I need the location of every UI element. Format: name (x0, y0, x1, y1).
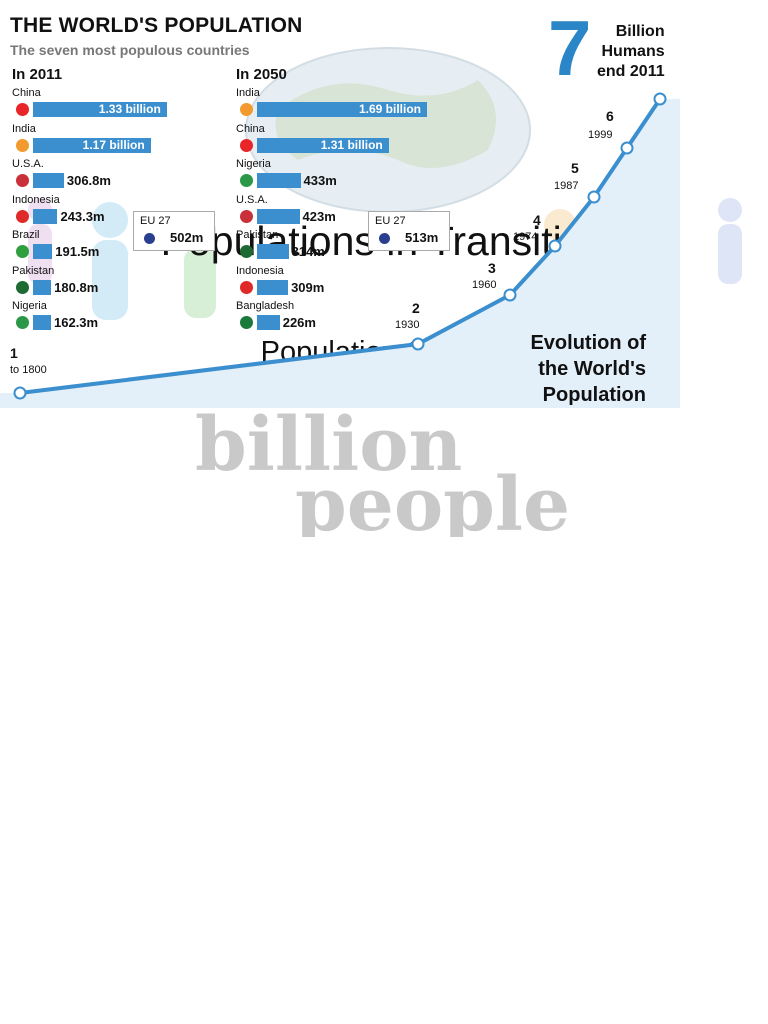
point-year-label: 1987 (554, 180, 579, 192)
billion-people-logo: billion people (195, 412, 570, 537)
line-point (653, 92, 667, 106)
flag-icon (16, 280, 29, 294)
country-name: Nigeria (236, 158, 271, 170)
bar (257, 102, 427, 117)
flag-icon (240, 209, 253, 223)
big-seven: 7 (548, 4, 592, 92)
bar-value-label: 162.3m (54, 315, 99, 330)
point-year-label: 1960 (472, 279, 497, 291)
country-name: Pakistan (12, 264, 55, 277)
bar (257, 279, 289, 295)
flag-icon (16, 316, 29, 329)
country-name: China (236, 122, 265, 135)
bar-value-label: 309m (291, 279, 325, 295)
bar-value-label: 1.17 billion (82, 137, 145, 152)
bar-value-label: 423m (302, 208, 336, 224)
point-billion-number: 1 (10, 345, 18, 361)
eu-flag-icon (144, 233, 155, 244)
point-billion-number: 4 (533, 212, 541, 228)
year-heading: In 2050 (236, 66, 287, 83)
flag-icon (240, 103, 253, 116)
svg-text:people: people (295, 462, 570, 537)
point-year-label: to 1800 (10, 364, 47, 376)
country-name: India (12, 122, 36, 135)
flag-icon (240, 138, 253, 152)
eu-box: EU 27 513m (368, 211, 450, 251)
eu-box: EU 27 502m (133, 211, 215, 251)
bar (33, 208, 58, 224)
point-year-label: 1999 (588, 129, 613, 141)
bar-value-label: 191.5m (55, 244, 100, 259)
bar (33, 315, 51, 330)
eu-value: 513m (405, 230, 439, 245)
seven-billion-note: Billion Humans end 2011 (597, 23, 665, 80)
point-billion-number: 3 (488, 260, 496, 276)
bar-value-label: 314m (291, 244, 325, 259)
flag-icon (16, 103, 29, 116)
flag-icon (16, 138, 29, 152)
country-name: India (236, 87, 260, 99)
bar (257, 315, 280, 330)
country-name: Indonesia (236, 264, 284, 277)
bar-value-label: 180.8m (54, 279, 99, 295)
evolution-caption: Evolution of the World's Population (530, 332, 646, 406)
country-name: Brazil (12, 229, 40, 241)
world-population-infographic: THE WORLD'S POPULATION The seven most po… (0, 0, 680, 408)
bar (33, 102, 167, 117)
bar (33, 137, 151, 153)
infographic-title: THE WORLD'S POPULATION (10, 14, 303, 37)
bar (257, 244, 289, 259)
population-line-chart (0, 92, 680, 408)
flag-icon (16, 209, 29, 223)
bar-value-label: 1.33 billion (98, 102, 161, 116)
bar-value-label: 1.69 billion (358, 102, 421, 116)
bar (33, 173, 64, 188)
svg-text:billion: billion (195, 412, 462, 488)
flag-icon (240, 280, 253, 294)
eu-name: EU 27 (140, 215, 171, 227)
line-point (411, 337, 425, 351)
country-name: China (12, 87, 41, 99)
country-name: Nigeria (12, 300, 47, 312)
infographic-subtitle: The seven most populous countries (10, 42, 250, 58)
point-year-label: 1930 (395, 319, 420, 331)
line-point (587, 190, 601, 204)
eu-name: EU 27 (375, 215, 406, 227)
point-billion-number: 6 (606, 108, 614, 124)
flag-icon (240, 174, 253, 187)
year-heading: In 2011 (12, 66, 63, 83)
bar (257, 208, 300, 224)
bar-value-label: 1.31 billion (320, 137, 383, 152)
bar-value-label: 306.8m (66, 173, 111, 188)
point-billion-number: 5 (571, 160, 579, 176)
bar-value-label: 243.3m (60, 208, 105, 224)
flag-icon (16, 174, 29, 187)
country-name: Bangladesh (236, 300, 295, 312)
flag-icon (16, 245, 29, 258)
line-point (548, 239, 562, 253)
eu-flag-icon (379, 233, 390, 244)
country-name: Indonesia (12, 193, 60, 206)
line-point (503, 288, 517, 302)
flag-icon (240, 245, 253, 258)
bar (33, 244, 53, 259)
line-point (620, 141, 634, 155)
country-name: U.S.A. (236, 193, 268, 206)
flag-icon (240, 316, 253, 329)
bar-value-label: 226m (282, 315, 316, 330)
country-name: Pakistan (236, 229, 279, 241)
bar (257, 173, 301, 188)
point-billion-number: 2 (412, 300, 420, 316)
population-area (0, 99, 680, 408)
country-name: U.S.A. (12, 158, 44, 170)
eu-value: 502m (170, 230, 204, 245)
point-year-label: 1974 (513, 231, 538, 243)
bar (257, 137, 389, 153)
line-point (13, 386, 27, 400)
bar (33, 279, 52, 295)
bar-value-label: 433m (303, 173, 337, 188)
